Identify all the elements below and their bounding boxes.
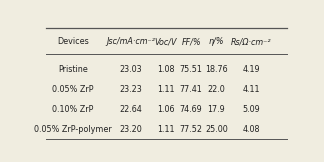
Text: 77.41: 77.41 (180, 85, 202, 94)
Text: 25.00: 25.00 (205, 125, 228, 134)
Text: Rs/Ω·cm⁻²: Rs/Ω·cm⁻² (231, 37, 272, 46)
Text: Voc/V: Voc/V (155, 37, 177, 46)
Text: 22.64: 22.64 (120, 105, 142, 114)
Text: η/%: η/% (209, 37, 224, 46)
Text: 1.11: 1.11 (157, 85, 175, 94)
Text: 77.52: 77.52 (180, 125, 202, 134)
Text: 4.08: 4.08 (243, 125, 260, 134)
Text: 1.11: 1.11 (157, 125, 175, 134)
Text: 22.0: 22.0 (207, 85, 225, 94)
Text: 0.05% ZrP: 0.05% ZrP (52, 85, 94, 94)
Text: FF/%: FF/% (181, 37, 201, 46)
Text: Devices: Devices (57, 37, 89, 46)
Text: 1.08: 1.08 (157, 65, 175, 74)
Text: 5.09: 5.09 (243, 105, 260, 114)
Text: 23.23: 23.23 (120, 85, 142, 94)
Text: 1.06: 1.06 (157, 105, 175, 114)
Text: 4.11: 4.11 (243, 85, 260, 94)
Text: 4.19: 4.19 (243, 65, 260, 74)
Text: 0.10% ZrP: 0.10% ZrP (52, 105, 94, 114)
Text: 74.69: 74.69 (180, 105, 202, 114)
Text: 75.51: 75.51 (180, 65, 202, 74)
Text: Pristine: Pristine (58, 65, 88, 74)
Text: Jsc/mA·cm⁻²: Jsc/mA·cm⁻² (106, 37, 156, 46)
Text: 23.20: 23.20 (120, 125, 142, 134)
Text: 23.03: 23.03 (120, 65, 142, 74)
Text: 0.05% ZrP-polymer: 0.05% ZrP-polymer (34, 125, 112, 134)
Text: 17.9: 17.9 (207, 105, 225, 114)
Text: 18.76: 18.76 (205, 65, 227, 74)
